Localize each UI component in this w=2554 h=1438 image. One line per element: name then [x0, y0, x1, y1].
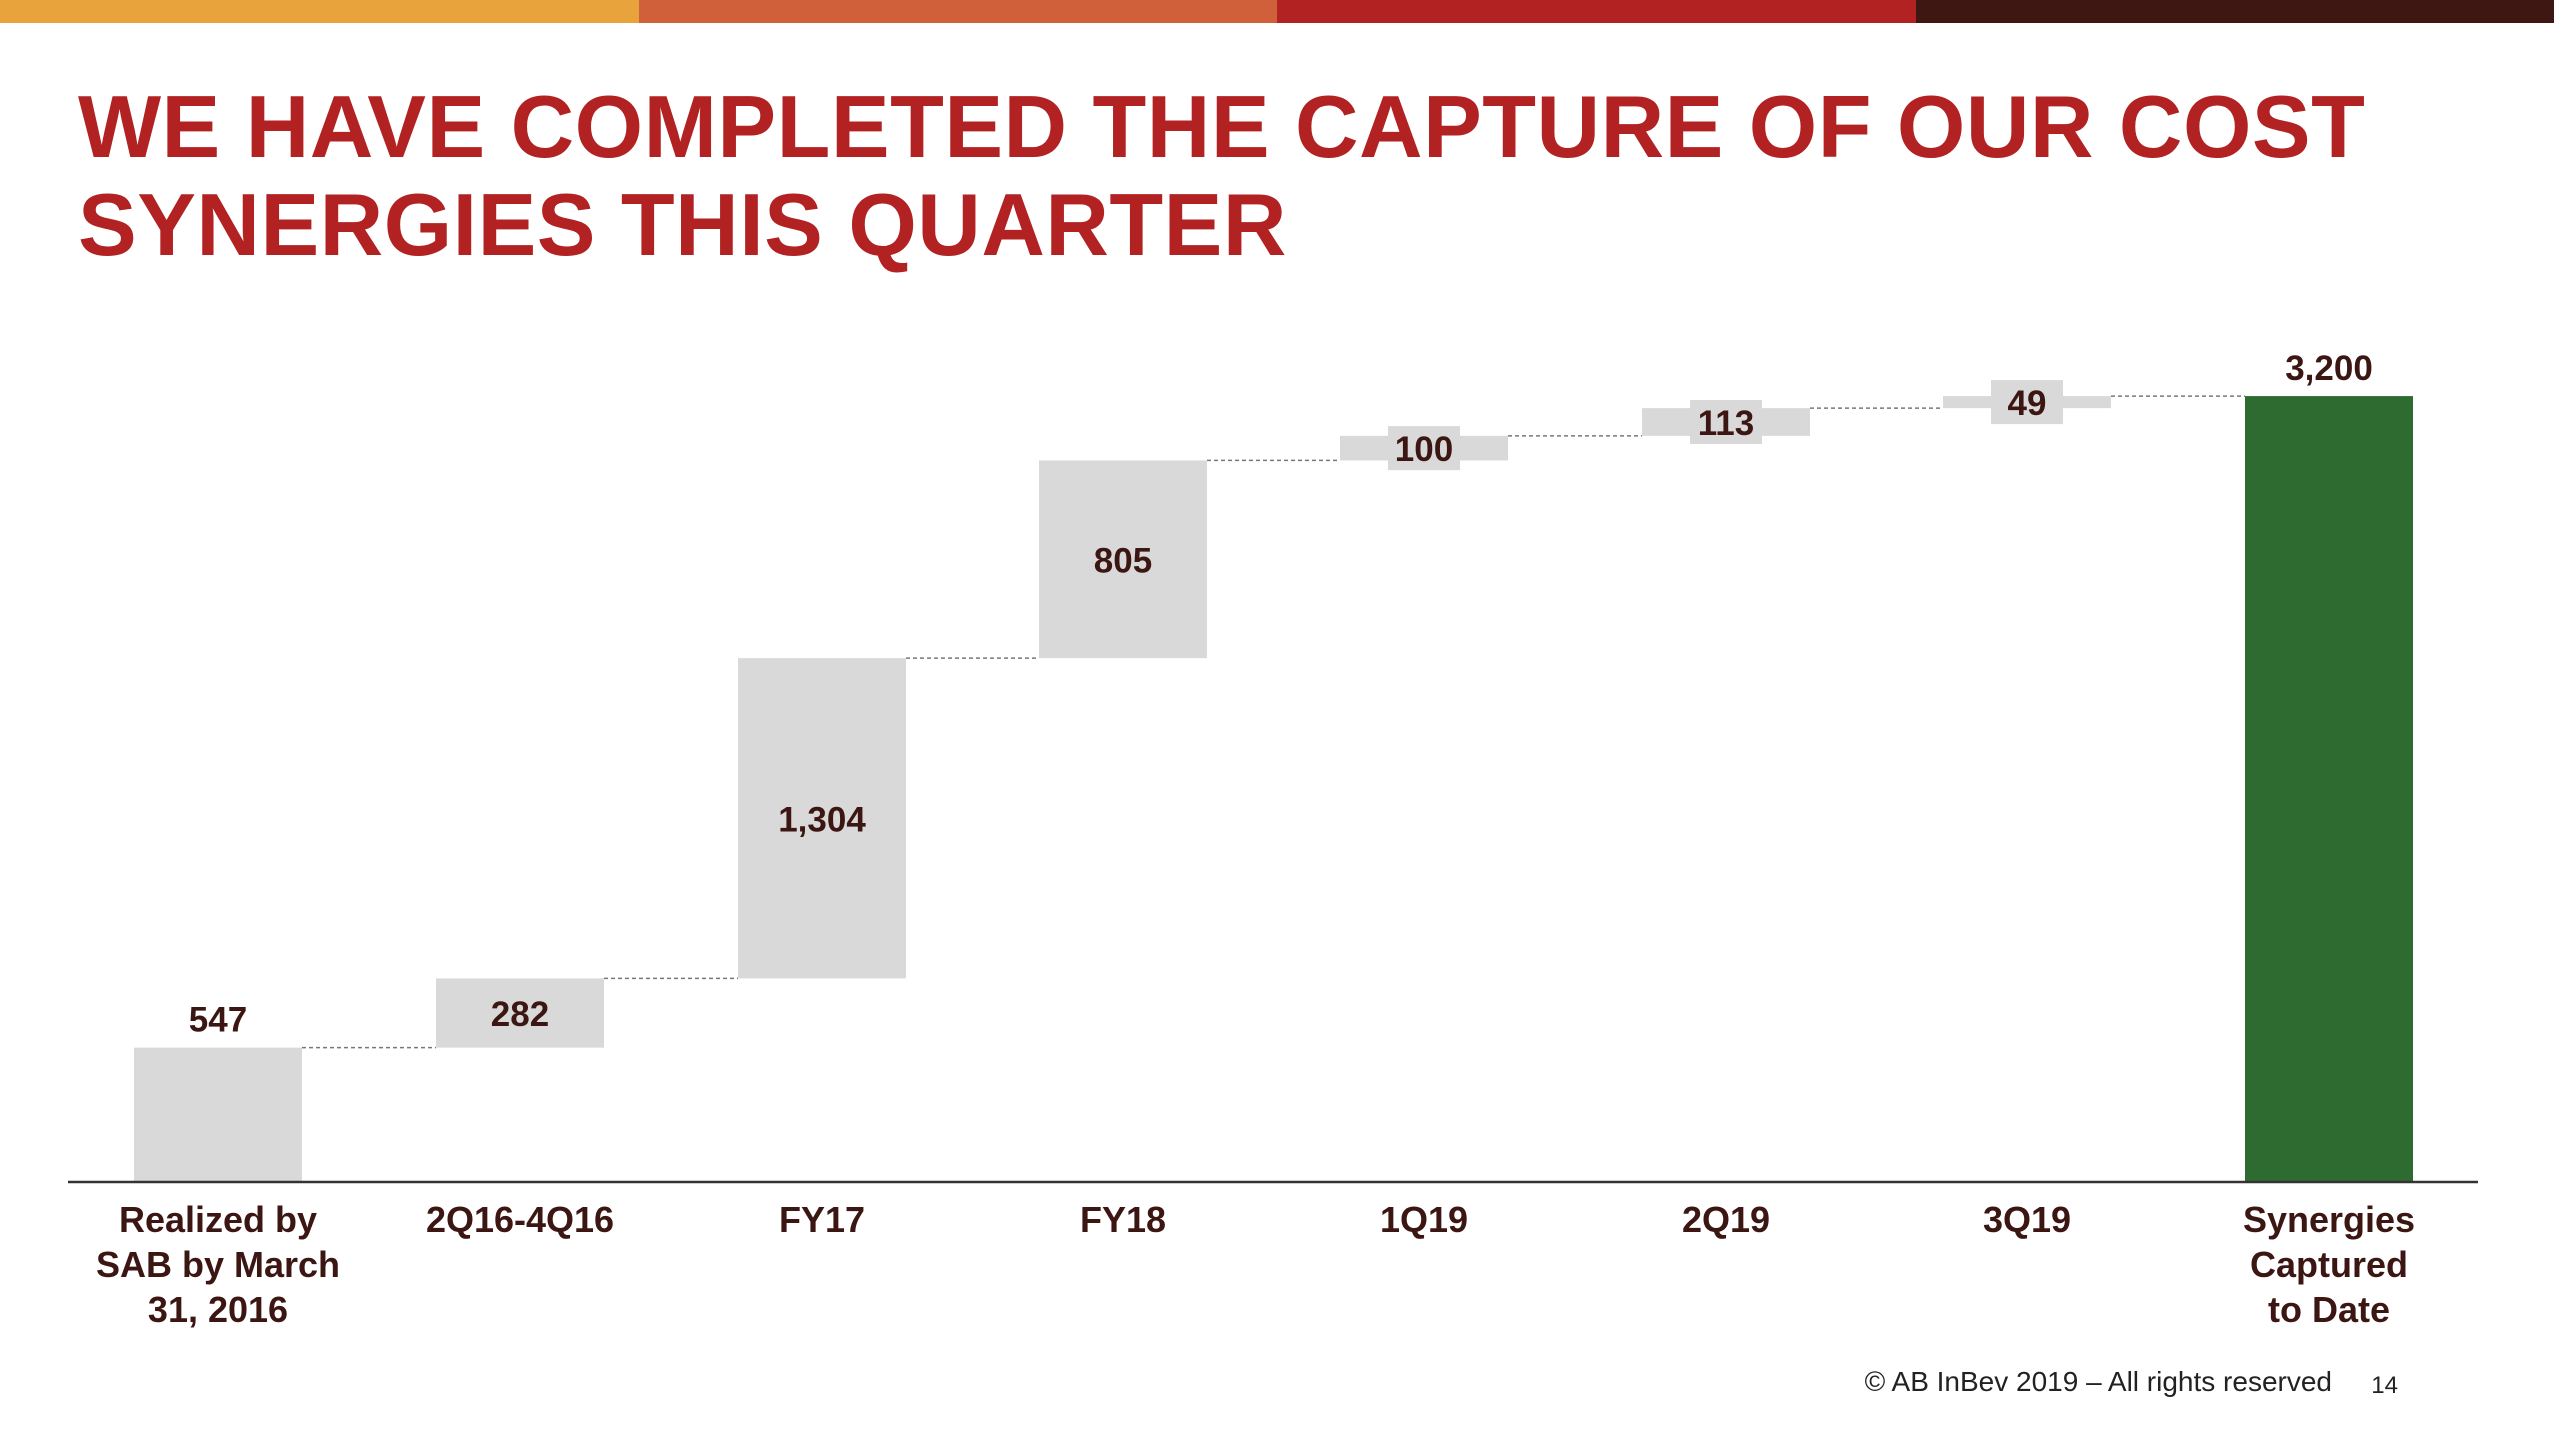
copyright-text: © AB InBev 2019 – All rights reserved: [1864, 1366, 2332, 1397]
category-label-line: 3Q19: [1983, 1199, 2071, 1240]
category-label-line: 1Q19: [1380, 1199, 1468, 1240]
category-label-line: Realized by: [119, 1199, 317, 1240]
category-label: 1Q19: [1380, 1199, 1468, 1240]
value-label: 805: [1094, 541, 1152, 580]
category-label-line: 2Q16-4Q16: [426, 1199, 614, 1240]
category-label-line: to Date: [2268, 1289, 2390, 1330]
category-label-line: 2Q19: [1682, 1199, 1770, 1240]
slide-title-line-1: WE HAVE COMPLETED THE CAPTURE OF OUR COS…: [78, 77, 2366, 176]
top-bar-segment-coral: [638, 0, 1277, 23]
category-label-line: Synergies: [2243, 1199, 2415, 1240]
value-label-background: [1388, 426, 1460, 471]
category-label: Synergies Captured to Date: [2243, 1199, 2415, 1330]
value-label-background: [1991, 380, 2063, 425]
category-label-line: FY18: [1080, 1199, 1166, 1240]
top-color-bar: [0, 0, 2554, 23]
value-label: 1,304: [778, 800, 866, 839]
waterfall-bar: [436, 978, 604, 1048]
category-label-line: SAB by March: [96, 1244, 340, 1285]
slide-footer: © AB InBev 2019 – All rights reserved 14: [0, 1366, 2554, 1406]
top-bar-segment-dark: [1915, 0, 2554, 23]
category-label: 3Q19: [1983, 1199, 2071, 1240]
category-label-line: FY17: [779, 1199, 865, 1240]
waterfall-bar: [738, 658, 906, 979]
page-number: 14: [2371, 1372, 2398, 1399]
total-bar: [2245, 396, 2413, 1183]
slide-title-line-2: SYNERGIES THIS QUARTER: [78, 175, 1287, 274]
value-label: 3,200: [2285, 349, 2373, 388]
value-label: 49: [2008, 384, 2047, 423]
category-label-line: 31, 2016: [148, 1289, 288, 1330]
top-bar-segment-orange: [0, 0, 639, 23]
category-label: FY18: [1080, 1199, 1166, 1240]
category-label-line: Captured: [2250, 1244, 2408, 1285]
value-label: 113: [1698, 404, 1754, 443]
waterfall-bar: [134, 1047, 302, 1182]
value-label: 547: [189, 1001, 247, 1040]
category-label: 2Q16-4Q16: [426, 1199, 614, 1240]
slide-title: WE HAVE COMPLETED THE CAPTURE OF OUR COS…: [78, 78, 2378, 274]
category-label: 2Q19: [1682, 1199, 1770, 1240]
value-label: 100: [1395, 430, 1453, 469]
top-bar-segment-red: [1277, 0, 1916, 23]
category-label: FY17: [779, 1199, 865, 1240]
category-label: Realized by SAB by March 31, 2016: [96, 1199, 340, 1330]
waterfall-bar: [1039, 460, 1207, 659]
value-label-background: [1690, 399, 1762, 444]
value-label: 282: [491, 995, 549, 1034]
